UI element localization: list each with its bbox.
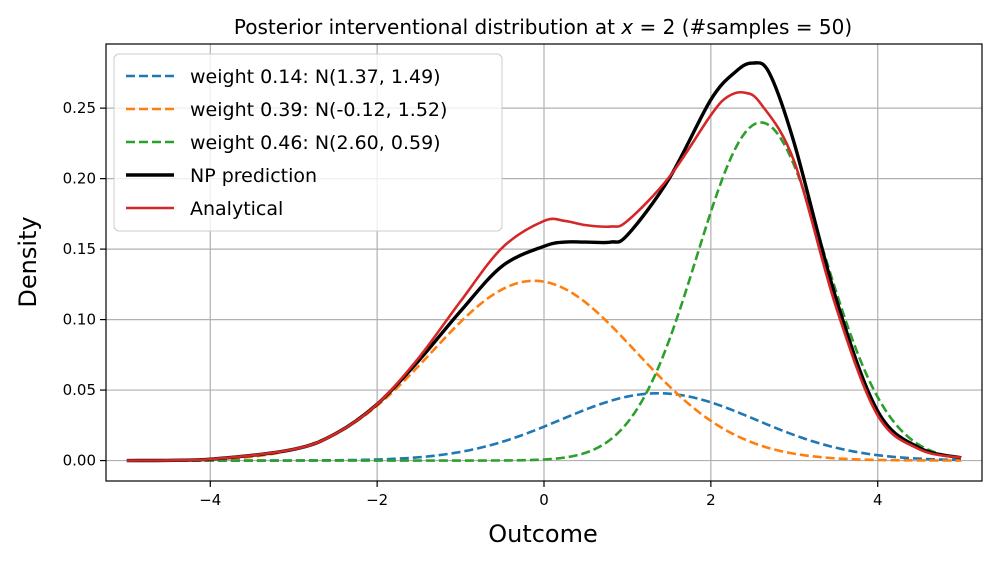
y-tick-label: 0.10 [63, 311, 96, 329]
legend-label: weight 0.46: N(2.60, 0.59) [190, 132, 441, 154]
x-tick-label: −2 [366, 491, 388, 509]
legend-box [113, 53, 503, 232]
x-tick-label: 0 [539, 491, 549, 509]
y-axis-label: Density [14, 216, 42, 307]
series-line-1 [126, 391, 962, 462]
x-axis-label: Outcome [488, 520, 598, 548]
legend-label: weight 0.14: N(1.37, 1.49) [190, 66, 441, 88]
legend-label: Analytical [190, 198, 283, 220]
y-tick-label: 0.05 [63, 381, 96, 399]
y-tick-label: 0.00 [63, 452, 96, 470]
chart-title: Posterior interventional distribution at… [234, 15, 852, 39]
x-tick-label: −4 [199, 491, 221, 509]
ticks: −4 −2 0 2 4 0.00 0.05 0.10 0.15 0.20 0.25 [63, 99, 883, 509]
y-tick-label: 0.25 [63, 99, 96, 117]
y-tick-label: 0.15 [63, 240, 96, 258]
y-tick-label: 0.20 [63, 170, 96, 188]
legend-label: NP prediction [190, 165, 317, 187]
x-tick-label: 4 [873, 491, 883, 509]
series-line-5 [126, 90, 962, 462]
legend-label: weight 0.39: N(-0.12, 1.52) [190, 99, 447, 121]
series-layer [126, 61, 962, 463]
legend: weight 0.14: N(1.37, 1.49) weight 0.39: N… [113, 53, 503, 232]
x-tick-label: 2 [706, 491, 716, 509]
